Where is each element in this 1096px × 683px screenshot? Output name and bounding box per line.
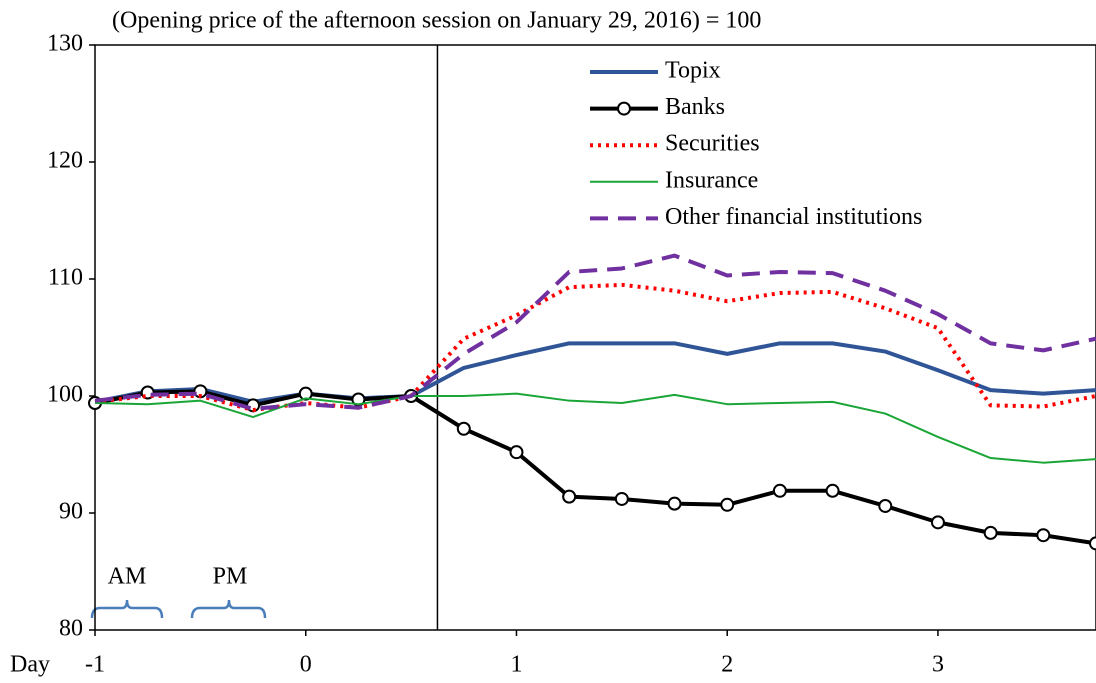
marker (509, 445, 524, 460)
marker (825, 483, 840, 498)
annotation: PM (213, 564, 248, 590)
marker (1089, 536, 1096, 551)
y-tick-label: 80 (59, 616, 83, 642)
marker (456, 421, 471, 436)
marker (614, 491, 629, 506)
marker (720, 497, 735, 512)
y-tick-label: 100 (47, 382, 83, 408)
x-tick-label: -1 (85, 652, 105, 678)
series-line (94, 392, 1096, 464)
series-line (94, 341, 1096, 404)
legend-label: Topix (665, 58, 721, 84)
plot-frame (94, 44, 1096, 631)
annotation: AM (108, 564, 147, 590)
marker (562, 489, 577, 504)
marker (298, 386, 313, 401)
marker (667, 496, 682, 511)
x-axis-label: Day (10, 652, 50, 678)
marker (351, 392, 366, 407)
marker (1036, 528, 1051, 543)
am-brace (90, 599, 164, 619)
marker (930, 515, 945, 530)
series-line (94, 282, 1096, 413)
y-tick-label: 110 (48, 265, 83, 291)
y-tick-label: 130 (47, 31, 83, 57)
y-tick-label: 90 (59, 499, 83, 525)
y-tick-label: 120 (47, 148, 83, 174)
marker (772, 483, 787, 498)
x-tick-label: 2 (721, 652, 733, 678)
chart-title: (Opening price of the afternoon session … (112, 8, 761, 34)
series-line (94, 253, 1096, 411)
x-tick-label: 3 (932, 652, 944, 678)
legend-label: Securities (665, 131, 760, 157)
x-tick-label: 1 (510, 652, 522, 678)
legend-label: Insurance (665, 167, 758, 193)
series-line (94, 389, 1096, 546)
legend-label: Other financial institutions (665, 204, 922, 230)
legend-marker (617, 101, 631, 116)
pm-brace (190, 599, 267, 619)
x-tick-label: 0 (300, 652, 312, 678)
marker (878, 498, 893, 513)
legend-label: Banks (665, 94, 725, 120)
marker (983, 525, 998, 540)
